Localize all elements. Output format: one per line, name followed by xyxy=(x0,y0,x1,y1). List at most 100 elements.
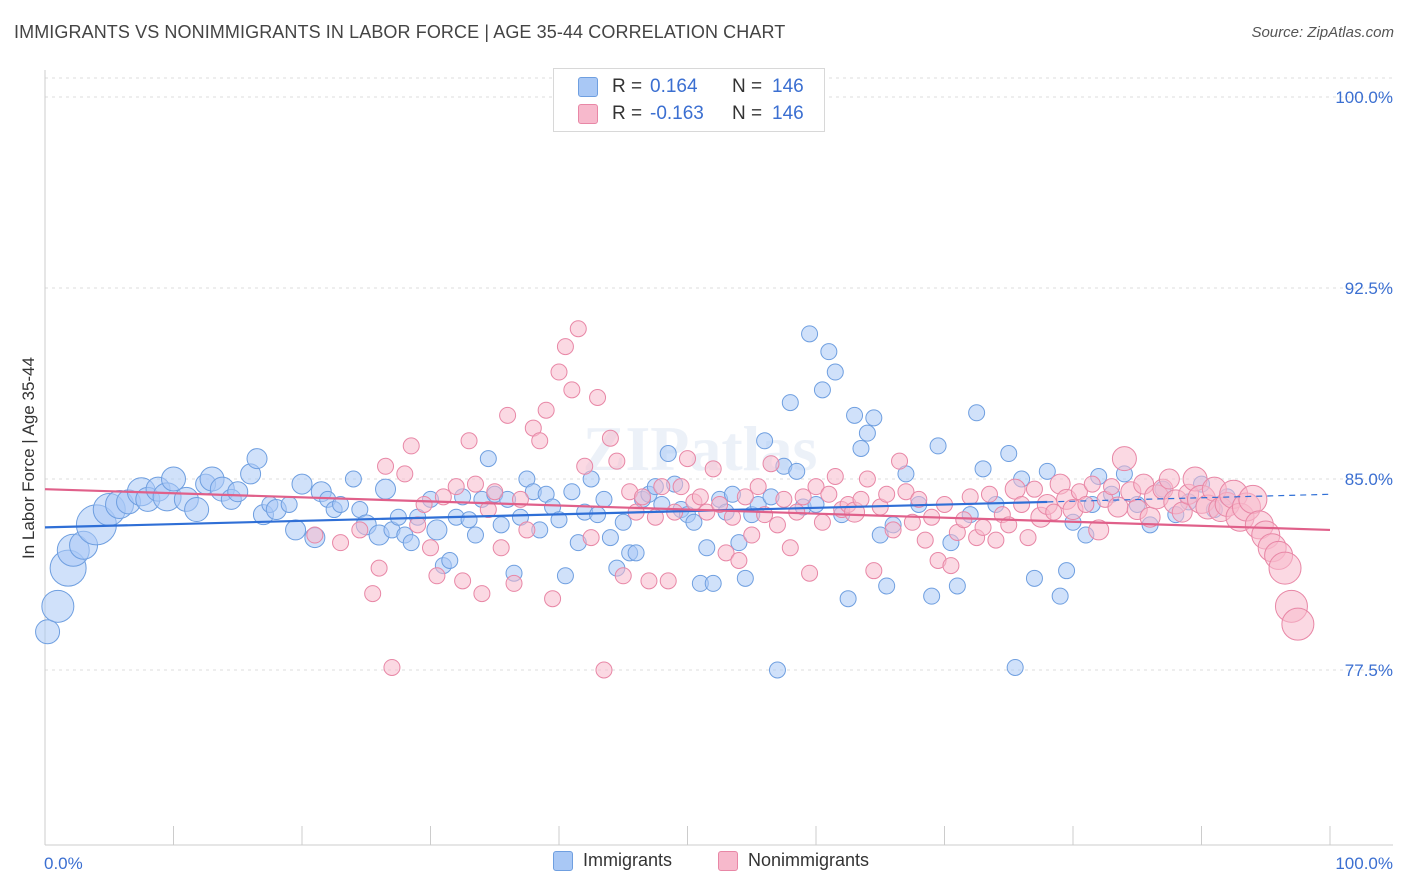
point-immigrants xyxy=(813,381,831,399)
stats-swatch-immigrants xyxy=(578,77,598,97)
point-immigrants xyxy=(923,587,941,605)
point-immigrants xyxy=(479,450,497,468)
point-nonimmigrants xyxy=(306,526,324,544)
point-nonimmigrants xyxy=(826,467,844,485)
trend-layer xyxy=(44,488,1331,532)
point-immigrants xyxy=(704,574,722,592)
source-label: Source: ZipAtlas.com xyxy=(1251,24,1394,41)
x-tick-label-start: 0.0% xyxy=(44,854,83,873)
point-nonimmigrants xyxy=(537,401,555,419)
point-immigrants xyxy=(466,526,484,544)
point-immigrants xyxy=(698,539,716,557)
point-nonimmigrants xyxy=(383,658,401,676)
chart-title: IMMIGRANTS VS NONIMMIGRANTS IN LABOR FOR… xyxy=(14,22,786,42)
point-immigrants xyxy=(788,462,806,480)
point-immigrants xyxy=(1000,445,1018,463)
y-tick-label: 100.0% xyxy=(1335,88,1393,107)
point-nonimmigrants xyxy=(460,432,478,450)
point-immigrants xyxy=(1025,569,1043,587)
stats-r-value: 0.164 xyxy=(650,76,698,97)
stats-row-immigrants: R = 0.164 N = 146 xyxy=(578,74,804,100)
point-immigrants xyxy=(1006,658,1024,676)
point-nonimmigrants xyxy=(987,531,1005,549)
point-nonimmigrants xyxy=(1111,446,1137,472)
point-nonimmigrants xyxy=(1281,607,1315,641)
point-nonimmigrants xyxy=(1077,495,1095,513)
point-nonimmigrants xyxy=(563,381,581,399)
point-immigrants xyxy=(1051,587,1069,605)
point-nonimmigrants xyxy=(698,503,716,521)
point-nonimmigrants xyxy=(749,478,767,496)
point-immigrants xyxy=(839,590,857,608)
y-tick-label: 77.5% xyxy=(1345,661,1393,680)
point-nonimmigrants xyxy=(454,572,472,590)
point-immigrants xyxy=(41,589,75,623)
point-nonimmigrants xyxy=(865,562,883,580)
point-nonimmigrants xyxy=(569,320,587,338)
point-nonimmigrants xyxy=(704,460,722,478)
point-immigrants xyxy=(974,460,992,478)
stats-r-value: -0.163 xyxy=(650,103,704,124)
point-nonimmigrants xyxy=(801,564,819,582)
point-immigrants xyxy=(685,513,703,531)
point-nonimmigrants xyxy=(910,490,928,508)
point-nonimmigrants xyxy=(1013,495,1031,513)
point-immigrants xyxy=(801,325,819,343)
point-nonimmigrants xyxy=(858,470,876,488)
point-immigrants xyxy=(563,483,581,501)
point-nonimmigrants xyxy=(691,488,709,506)
legend-item-nonimmigrants[interactable]: Nonimmigrants xyxy=(718,850,869,871)
point-nonimmigrants xyxy=(653,478,671,496)
point-immigrants xyxy=(865,409,883,427)
legend-item-immigrants[interactable]: Immigrants xyxy=(553,850,672,871)
point-immigrants xyxy=(1038,462,1056,480)
point-nonimmigrants xyxy=(974,518,992,536)
bottom-legend: Immigrants Nonimmigrants xyxy=(0,850,1406,880)
point-nonimmigrants xyxy=(955,511,973,529)
point-immigrants xyxy=(968,404,986,422)
points-layer xyxy=(35,320,1315,679)
point-immigrants xyxy=(781,394,799,412)
point-nonimmigrants xyxy=(428,567,446,585)
point-nonimmigrants xyxy=(377,457,395,475)
point-immigrants xyxy=(826,363,844,381)
legend-label-nonimmigrants: Nonimmigrants xyxy=(748,850,870,870)
point-nonimmigrants xyxy=(447,478,465,496)
point-nonimmigrants xyxy=(1019,529,1037,547)
point-nonimmigrants xyxy=(1025,480,1043,498)
y-tick-label: 92.5% xyxy=(1345,279,1393,298)
point-immigrants xyxy=(344,470,362,488)
point-nonimmigrants xyxy=(852,490,870,508)
point-nonimmigrants xyxy=(756,506,774,524)
point-immigrants xyxy=(768,661,786,679)
point-nonimmigrants xyxy=(479,501,497,519)
point-nonimmigrants xyxy=(576,457,594,475)
point-nonimmigrants xyxy=(813,513,831,531)
point-nonimmigrants xyxy=(1083,475,1101,493)
point-immigrants xyxy=(1058,562,1076,580)
point-immigrants xyxy=(614,513,632,531)
point-immigrants xyxy=(858,424,876,442)
legend-swatch-immigrants xyxy=(553,850,573,871)
point-immigrants xyxy=(246,448,268,470)
point-nonimmigrants xyxy=(768,516,786,534)
point-immigrants xyxy=(627,544,645,562)
point-immigrants xyxy=(820,343,838,361)
point-nonimmigrants xyxy=(916,531,934,549)
point-immigrants xyxy=(184,497,210,523)
point-nonimmigrants xyxy=(518,521,536,539)
point-immigrants xyxy=(227,481,249,503)
stats-legend: R = 0.164 N = 146 R = -0.163 N = 146 xyxy=(553,68,825,132)
x-tick-label-end: 100.0% xyxy=(1335,854,1393,873)
stats-swatch-nonimmigrants xyxy=(578,104,598,124)
point-nonimmigrants xyxy=(1268,551,1302,585)
point-immigrants xyxy=(948,577,966,595)
point-nonimmigrants xyxy=(422,539,439,557)
point-nonimmigrants xyxy=(807,478,825,496)
stats-n-label: N = xyxy=(732,103,763,124)
point-nonimmigrants xyxy=(1238,484,1268,514)
point-nonimmigrants xyxy=(794,488,812,506)
point-immigrants xyxy=(280,495,298,513)
point-immigrants xyxy=(35,619,61,645)
